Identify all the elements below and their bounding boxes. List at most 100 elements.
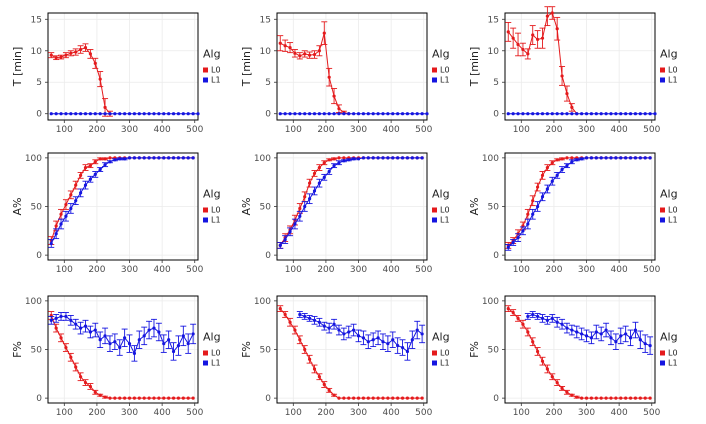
series-l0	[505, 6, 579, 116]
series-line	[50, 315, 194, 399]
data-point	[545, 112, 549, 116]
data-point	[332, 112, 336, 116]
data-point	[162, 396, 166, 400]
data-point	[83, 46, 88, 50]
x-tick-label: 100	[56, 265, 73, 275]
data-point	[123, 157, 127, 161]
data-point	[361, 396, 366, 400]
data-point	[550, 161, 554, 165]
data-point	[342, 396, 346, 400]
x-tick-label: 300	[350, 408, 367, 418]
data-point	[98, 112, 102, 116]
x-tick-label: 400	[154, 265, 171, 275]
data-point	[132, 156, 137, 160]
y-tick-label: 100	[254, 297, 271, 307]
data-point	[376, 336, 380, 340]
data-point	[312, 367, 317, 371]
x-tick-label: 300	[350, 125, 367, 135]
data-point	[540, 316, 545, 320]
data-point	[312, 52, 317, 57]
legend-swatch-l0	[660, 67, 665, 73]
data-point	[584, 396, 589, 400]
data-point	[322, 112, 326, 116]
data-point	[545, 367, 549, 371]
y-axis-label: T [min]	[11, 47, 24, 88]
data-point	[337, 161, 341, 165]
series-l0	[277, 305, 424, 400]
data-point	[555, 112, 559, 116]
data-point	[303, 347, 307, 352]
data-point	[113, 112, 117, 116]
data-point	[278, 243, 282, 248]
data-point	[176, 396, 181, 400]
y-tick-label: 0	[36, 251, 42, 261]
data-point	[181, 112, 185, 116]
data-point	[614, 396, 618, 400]
data-point	[526, 314, 530, 319]
y-tick-label: 15	[488, 15, 499, 25]
data-point	[540, 112, 545, 116]
x-tick-label: 100	[285, 265, 302, 275]
data-point	[186, 156, 190, 160]
data-point	[332, 94, 336, 98]
data-point	[624, 112, 628, 116]
data-point	[604, 156, 608, 160]
data-point	[303, 52, 307, 56]
data-point	[317, 49, 321, 53]
y-axis-label: A%	[240, 198, 253, 216]
data-point	[186, 396, 190, 400]
data-point	[381, 112, 385, 116]
data-point	[137, 338, 141, 342]
x-tick-label: 100	[513, 265, 530, 275]
data-point	[633, 112, 638, 116]
data-point	[540, 359, 545, 363]
series-l1	[277, 156, 424, 249]
data-point	[147, 328, 151, 332]
data-point	[516, 42, 520, 47]
data-point	[108, 156, 112, 160]
data-point	[511, 36, 515, 40]
data-point	[278, 307, 282, 311]
series-line	[279, 157, 423, 246]
data-point	[653, 112, 657, 116]
data-point	[127, 156, 132, 160]
x-tick-label: 500	[415, 265, 432, 275]
data-point	[317, 181, 321, 185]
x-tick-label: 300	[578, 408, 595, 418]
x-tick-label: 100	[513, 408, 530, 418]
data-point	[400, 345, 405, 350]
data-point	[506, 245, 510, 249]
data-point	[64, 345, 68, 350]
data-point	[298, 312, 302, 317]
data-point	[118, 396, 122, 400]
series-l0	[48, 156, 195, 245]
data-point	[580, 157, 584, 161]
x-tick-label: 100	[513, 125, 530, 135]
series-line	[299, 314, 423, 353]
data-point	[366, 156, 370, 160]
data-point	[83, 112, 88, 116]
y-tick-label: 100	[25, 297, 42, 307]
data-point	[327, 388, 331, 392]
data-point	[405, 396, 410, 400]
data-point	[88, 177, 92, 181]
data-point	[356, 112, 361, 116]
data-point	[98, 338, 102, 342]
x-tick-label: 500	[643, 125, 660, 135]
data-point	[322, 324, 326, 328]
series-l1	[48, 312, 197, 362]
data-point	[614, 340, 618, 344]
series-line	[507, 308, 651, 399]
data-point	[118, 157, 122, 161]
data-point	[69, 112, 73, 116]
data-point	[152, 112, 156, 116]
data-point	[347, 112, 351, 116]
x-tick-label: 400	[154, 408, 171, 418]
